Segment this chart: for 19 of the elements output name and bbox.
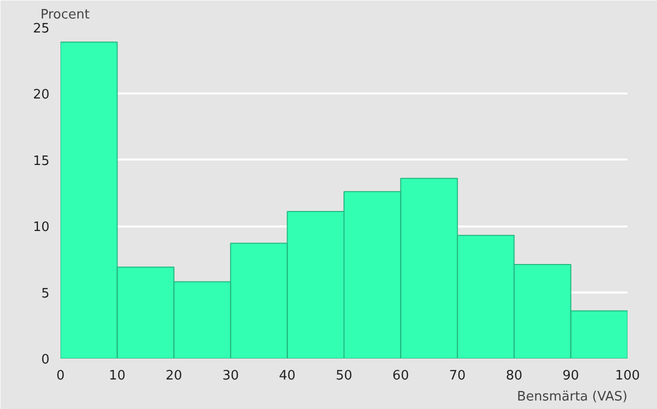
y-tick-label: 20	[32, 88, 50, 103]
x-tick-label: 70	[449, 368, 466, 384]
y-tick-label: 25	[32, 22, 50, 36]
y-tick-label: 15	[32, 154, 50, 169]
x-tick-label: 50	[336, 368, 352, 384]
y-tick-label: 10	[32, 220, 50, 236]
x-tick-label: 100	[615, 368, 640, 384]
x-tick-label: 30	[222, 368, 239, 384]
x-tick-label: 40	[279, 368, 296, 384]
y-tick-label: 0	[41, 352, 50, 368]
x-tick-label: 20	[166, 368, 182, 384]
x-tick-label: 80	[506, 368, 522, 384]
x-tick-label: 90	[562, 368, 580, 384]
x-tick-label: 60	[392, 368, 409, 384]
y-tick-label: 5	[41, 286, 50, 302]
x-tick-label: 0	[56, 368, 65, 384]
x-axis-title: Bensmärta (VAS)	[517, 390, 628, 404]
x-tick-label: 10	[108, 368, 126, 384]
y-axis-title: Procent	[40, 8, 90, 22]
